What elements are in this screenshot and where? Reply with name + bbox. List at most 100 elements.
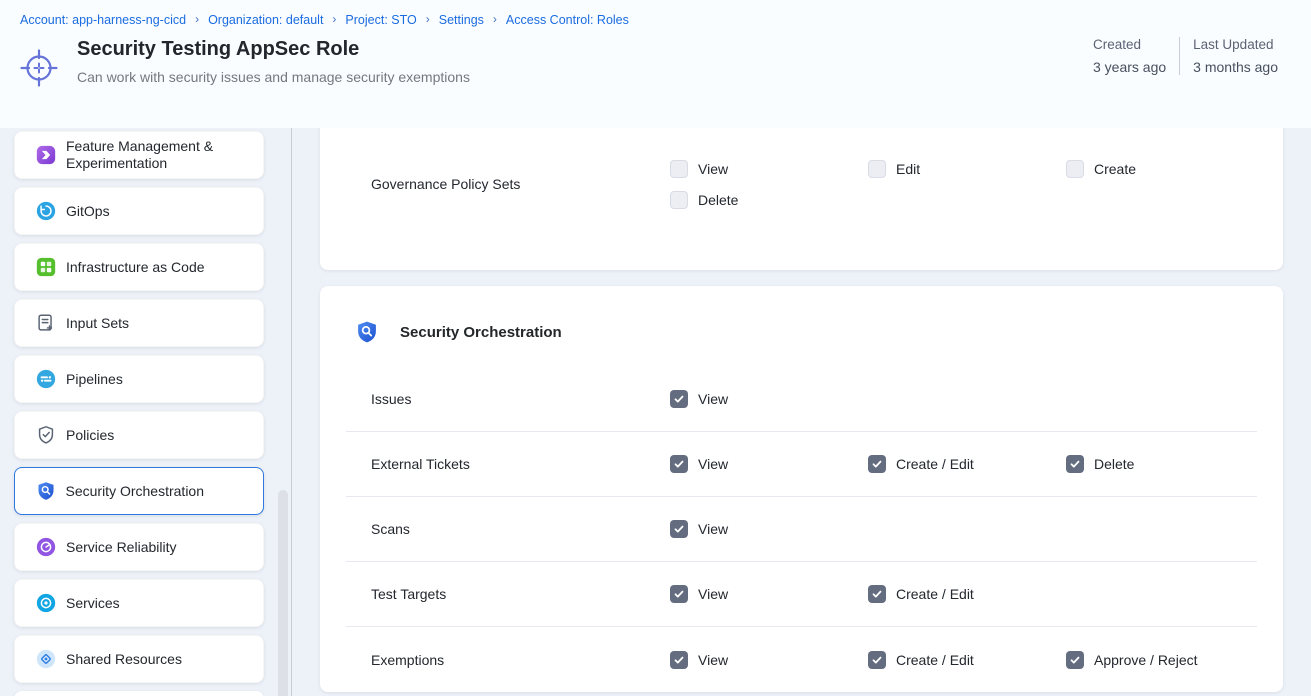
checkbox-test-targets-create-edit[interactable]	[868, 585, 886, 603]
sidebar-item-infrastructure-as-code[interactable]: Infrastructure as Code	[14, 243, 264, 291]
checkbox-governance-policy-sets-delete[interactable]	[670, 191, 688, 209]
page-title: Security Testing AppSec Role	[77, 38, 470, 61]
breadcrumb-separator: ›	[426, 12, 430, 26]
created-value: 3 years ago	[1093, 59, 1166, 75]
breadcrumb-separator: ›	[493, 12, 497, 26]
permission-grid: View Edit Create Delete	[670, 160, 1264, 209]
permission-label: Create / Edit	[896, 456, 974, 472]
pipelines-icon	[35, 368, 57, 390]
permission-view: View	[670, 651, 868, 669]
sidebar-item-label: Service Reliability	[66, 539, 176, 556]
checkbox-exemptions-view[interactable]	[670, 651, 688, 669]
permission-view: View	[670, 390, 868, 408]
breadcrumb-separator: ›	[195, 12, 199, 26]
permission-label: View	[698, 586, 728, 602]
permission-label: Create / Edit	[896, 586, 974, 602]
last-updated-label: Last Updated	[1193, 37, 1278, 52]
sidebar-item-input-sets[interactable]: Input Sets	[14, 299, 264, 347]
sidebar-item-shared-resources[interactable]: Shared Resources	[14, 635, 264, 683]
permission-label: View	[698, 161, 728, 177]
checkbox-governance-policy-sets-view[interactable]	[670, 160, 688, 178]
permission-row-scans: ScansView	[346, 497, 1257, 562]
permission-label: View	[698, 456, 728, 472]
checkbox-external-tickets-delete[interactable]	[1066, 455, 1084, 473]
feature-flags-icon	[35, 144, 57, 166]
sidebar-item-gitops[interactable]: GitOps	[14, 187, 264, 235]
role-meta: Created 3 years ago Last Updated 3 month…	[1080, 37, 1291, 75]
sidebar-scrollbar-thumb[interactable]	[278, 490, 288, 696]
checkbox-scans-view[interactable]	[670, 520, 688, 538]
checkbox-external-tickets-view[interactable]	[670, 455, 688, 473]
sidebar-item-label: Infrastructure as Code	[66, 259, 205, 276]
last-updated-value: 3 months ago	[1193, 59, 1278, 75]
checkbox-governance-policy-sets-create[interactable]	[1066, 160, 1084, 178]
permission-row-issues: IssuesView	[346, 367, 1257, 432]
sidebar-item-label: Input Sets	[66, 315, 129, 332]
permission-view: View	[670, 160, 868, 178]
checkbox-test-targets-view[interactable]	[670, 585, 688, 603]
sidebar-item-security-orchestration[interactable]: Security Orchestration	[14, 467, 264, 515]
permission-view: View	[670, 585, 868, 603]
security-orchestration-icon	[35, 480, 57, 502]
sidebar-item-partial[interactable]	[14, 691, 264, 696]
sidebar-item-label: Policies	[66, 427, 114, 444]
permission-rows: Governance Policy Sets View Edit Create Dele…	[346, 128, 1264, 270]
permission-label: Edit	[896, 161, 920, 177]
permission-label: Create	[1094, 161, 1136, 177]
resource-label: Governance Policy Sets	[346, 176, 670, 192]
permission-label: Approve / Reject	[1094, 652, 1198, 668]
breadcrumb-link-project[interactable]: Project: STO	[345, 13, 416, 27]
permission-row-governance-policy-sets: Governance Policy Sets View Edit Create Dele…	[346, 152, 1264, 217]
last-updated-meta: Last Updated 3 months ago	[1180, 37, 1291, 75]
permission-edit: Edit	[868, 160, 1066, 178]
breadcrumb-link-account[interactable]: Account: app-harness-ng-cicd	[20, 13, 186, 27]
input-sets-icon	[35, 312, 57, 334]
permission-label: View	[698, 652, 728, 668]
permission-label: Create / Edit	[896, 652, 974, 668]
security-orchestration-icon	[354, 319, 380, 345]
iac-icon	[35, 256, 57, 278]
sidebar-item-service-reliability[interactable]: Service Reliability	[14, 523, 264, 571]
resource-label: Issues	[346, 391, 670, 407]
checkbox-external-tickets-create-edit[interactable]	[868, 455, 886, 473]
permission-grid: View Create / Edit Approve / Reject	[670, 651, 1264, 669]
checkbox-governance-policy-sets-edit[interactable]	[868, 160, 886, 178]
permissions-card-clipped: Governance Policy Sets View Edit Create Dele…	[320, 128, 1283, 270]
sidebar-item-pipelines[interactable]: Pipelines	[14, 355, 264, 403]
role-crosshair-icon	[16, 45, 62, 91]
breadcrumb-separator: ›	[332, 12, 336, 26]
permission-create-edit: Create / Edit	[868, 651, 1066, 669]
permissions-panel: Governance Policy Sets View Edit Create Dele…	[320, 128, 1283, 692]
checkbox-issues-view[interactable]	[670, 390, 688, 408]
service-reliability-icon	[35, 536, 57, 558]
sidebar-item-feature-management-experimentation[interactable]: Feature Management & Experimentation	[14, 131, 264, 179]
permission-delete: Delete	[670, 191, 868, 209]
permission-create-edit: Create / Edit	[868, 455, 1066, 473]
checkbox-exemptions-approve-reject[interactable]	[1066, 651, 1084, 669]
sidebar-item-services[interactable]: Services	[14, 579, 264, 627]
sidebar-item-label: Pipelines	[66, 371, 123, 388]
content-area: Feature Management & Experimentation GitO…	[0, 128, 1311, 696]
permission-row-exemptions: Exemptions View Create / Edit Approve / Rej…	[346, 627, 1257, 692]
breadcrumb-link-settings[interactable]: Settings	[439, 13, 484, 27]
resource-label: Exemptions	[346, 652, 670, 668]
breadcrumb-link-access-control[interactable]: Access Control: Roles	[506, 13, 629, 27]
breadcrumb-link-organization[interactable]: Organization: default	[208, 13, 323, 27]
sidebar-item-label: Feature Management & Experimentation	[66, 138, 263, 172]
sidebar-item-label: GitOps	[66, 203, 110, 220]
gitops-icon	[35, 200, 57, 222]
resource-label: Test Targets	[346, 586, 670, 602]
vertical-divider	[291, 128, 292, 696]
permission-delete: Delete	[1066, 455, 1264, 473]
checkbox-exemptions-create-edit[interactable]	[868, 651, 886, 669]
permission-view: View	[670, 520, 868, 538]
created-label: Created	[1093, 37, 1166, 52]
sidebar-item-policies[interactable]: Policies	[14, 411, 264, 459]
permission-create: Create	[1066, 160, 1264, 178]
permission-grid: View	[670, 520, 1264, 538]
permission-row-external-tickets: External TicketsViewCreate / EditDelete	[346, 432, 1257, 497]
permissions-card-security-orchestration: Security OrchestrationIssuesViewExternal…	[320, 286, 1283, 692]
breadcrumb: Account: app-harness-ng-cicd › Organizatio…	[0, 0, 1311, 27]
permission-grid: View	[670, 390, 1264, 408]
permission-rows: IssuesViewExternal TicketsViewCreate / E…	[346, 367, 1257, 692]
